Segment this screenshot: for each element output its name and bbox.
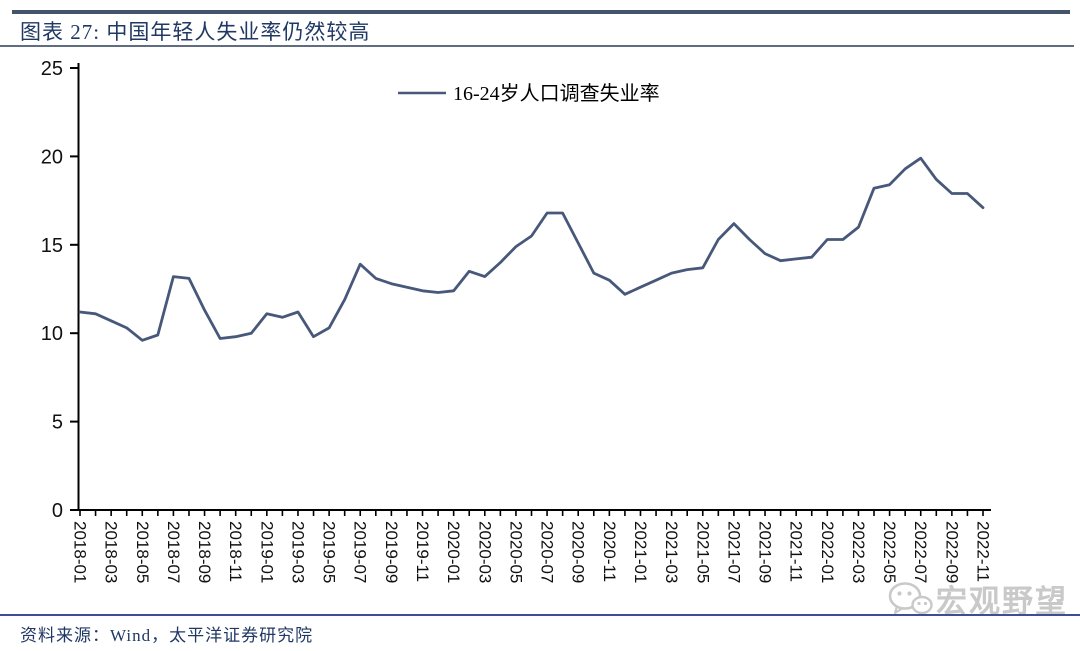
x-tick-label: 2020-01 <box>444 521 463 583</box>
legend: 16-24岁人口调查失业率 <box>398 82 660 105</box>
x-tick-label: 2018-03 <box>102 521 121 583</box>
chart-title: 图表 27: 中国年轻人失业率仍然较高 <box>20 20 371 44</box>
watermark-text: 宏观野望 <box>936 584 1068 619</box>
x-tick-label: 2021-05 <box>693 521 712 583</box>
x-tick-label: 2018-11 <box>226 521 245 582</box>
x-tick-label: 2018-05 <box>133 521 152 583</box>
x-tick-label: 2019-07 <box>351 521 370 583</box>
x-tick-label: 2018-01 <box>71 521 90 583</box>
x-tick-label: 2020-07 <box>538 521 557 583</box>
y-tick-label: 0 <box>52 500 63 522</box>
watermark: 宏观野望 <box>887 576 1068 621</box>
x-tick-label: 2019-11 <box>413 521 432 582</box>
x-tick-label: 2022-09 <box>942 521 961 583</box>
x-tick-label: 2019-09 <box>382 521 401 583</box>
unemployment-rate-line <box>78 156 985 342</box>
wechat-icon <box>888 581 933 614</box>
x-tick-label: 2022-03 <box>849 521 868 583</box>
x-tick-label: 2021-09 <box>756 521 775 583</box>
legend-label: 16-24岁人口调查失业率 <box>453 82 660 105</box>
y-tick-label: 5 <box>52 412 63 434</box>
x-tick-label: 2018-07 <box>164 521 183 583</box>
top-divider <box>12 10 1070 14</box>
x-tick-label: 2022-01 <box>818 521 837 583</box>
x-tick-label: 2020-11 <box>600 521 619 582</box>
x-tick-label: 2021-11 <box>787 521 806 582</box>
x-tick-label: 2019-05 <box>320 521 339 583</box>
source-note: 资料来源：Wind，太平洋证券研究院 <box>20 626 314 645</box>
x-tick-label: 2022-11 <box>974 521 993 582</box>
y-tick-label: 20 <box>41 146 63 168</box>
x-tick-label: 2022-07 <box>911 521 930 583</box>
x-tick-label: 2018-09 <box>195 521 214 583</box>
y-tick-label: 15 <box>41 235 63 257</box>
x-tick-label: 2022-05 <box>880 521 899 583</box>
x-tick-label: 2021-03 <box>662 521 681 583</box>
x-tick-label: 2020-09 <box>569 521 588 583</box>
x-tick-label: 2020-03 <box>475 521 494 583</box>
x-tick-label: 2021-01 <box>631 521 650 583</box>
x-tick-label: 2019-01 <box>257 521 276 583</box>
footer-divider <box>0 614 1080 616</box>
title-divider <box>0 45 1074 47</box>
y-tick-label: 25 <box>41 58 63 80</box>
x-tick-label: 2021-07 <box>724 521 743 583</box>
y-tick-label: 10 <box>41 323 63 345</box>
x-tick-label: 2019-03 <box>288 521 307 583</box>
x-tick-label: 2020-05 <box>506 521 525 583</box>
